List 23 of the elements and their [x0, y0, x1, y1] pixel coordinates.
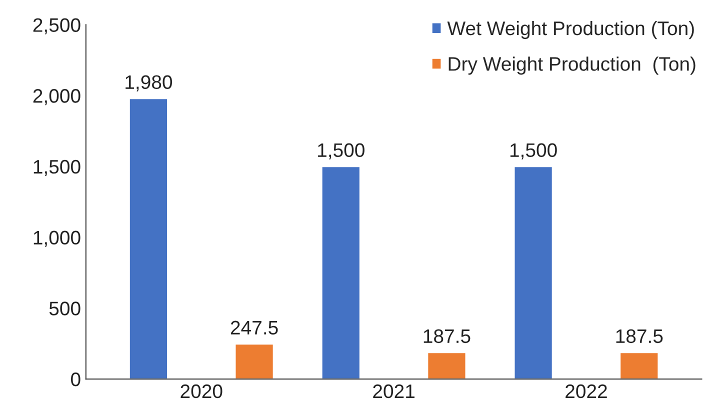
y-tick-label: 2,500 [33, 18, 80, 34]
legend-label: Wet Weight Production (Ton) [447, 20, 694, 40]
x-tick-label: 2022 [566, 384, 607, 398]
x-tick-label: 2021 [373, 384, 414, 398]
data-label: 247.5 [230, 320, 278, 335]
y-tick-label: 0 [71, 372, 80, 386]
data-label: 187.5 [424, 329, 470, 344]
bar [513, 166, 554, 380]
bar [619, 352, 660, 380]
legend-label: Dry Weight Production (Ton) [448, 56, 696, 75]
y-tick-label: 500 [49, 302, 80, 316]
data-label: 1,980 [126, 75, 172, 92]
y-tick-label: 1,500 [34, 160, 80, 176]
x-tick-label: 2020 [180, 384, 222, 398]
data-label: 187.5 [616, 329, 663, 344]
y-tick-label: 2,000 [33, 89, 80, 106]
data-label: 1,500 [510, 143, 557, 160]
data-label: 1,500 [318, 143, 364, 160]
bar [320, 166, 361, 380]
y-tick-label: 1,000 [34, 230, 80, 247]
bar [426, 352, 467, 380]
bar [234, 343, 274, 380]
bar [128, 98, 168, 380]
